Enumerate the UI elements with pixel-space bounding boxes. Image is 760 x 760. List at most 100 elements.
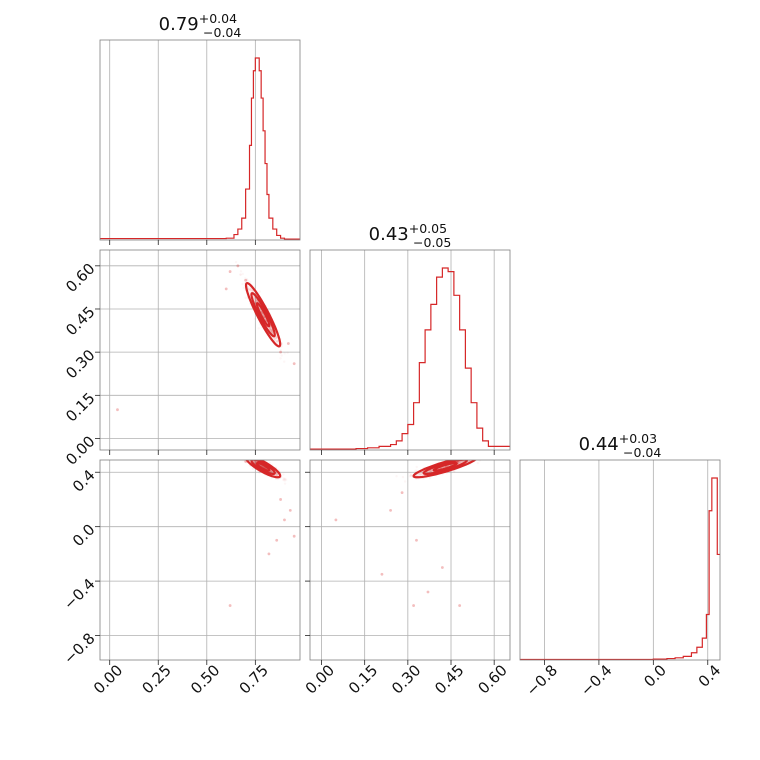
panel-2-1-sample-571 [475,457,477,459]
histogram-2-step [520,477,720,660]
panel-2-0-sample-766 [275,472,279,475]
panel-2-1-contour-1 [422,460,468,476]
panel-2-0-sample-248 [243,457,245,459]
panel-1-0-sample-42 [248,291,251,294]
hist-0-title: 0.79+0.04 −0.04 [159,11,242,40]
panel-2-1-sample-249 [408,475,412,478]
panel-1-0-sample-812 [275,336,278,339]
panel-1-0-sample-571 [277,329,281,333]
panel-2-0-sample-861 [247,453,249,455]
panel-2-1-sample-347 [485,455,487,457]
panel-2-1-sample-735 [475,457,477,459]
panel-2-0-sample-230 [252,467,255,471]
panel-1-0-sample-837 [270,328,273,332]
panel-2-0-sample-625 [269,470,273,474]
panel-2-1-sample-714 [430,469,434,472]
panel-2-1-plot-area [334,453,494,607]
panel-1-0-frame [99,249,301,451]
panel-2-1-sample-398 [492,454,494,456]
x-tick-label-2-0: −0.8 [523,661,561,699]
panel-2-0-sample-161 [251,455,253,457]
panel-2-1-sample-142 [474,457,476,459]
panel-2-1-sample-540 [420,472,423,476]
panel-1-0-sample-825 [249,289,252,292]
panel-1-0-sample-614 [275,339,278,342]
panel-2-1-outlier-3 [458,604,462,607]
panel-2-1-sample-387 [480,453,482,455]
panel-1-0-sample-716 [250,289,254,292]
panel-2-1-sample-824 [409,474,412,477]
panel-1-0-outlier-4 [286,342,290,345]
hist-2-title-median: 0.44 [579,434,619,455]
panel-2-0-sample-736 [236,456,238,458]
panel-1-0-sample-718 [241,272,244,276]
panel-1-0-sample-39 [273,337,276,340]
panel-2-0-sample-295 [253,456,255,458]
panel-2-1-sample-551 [479,455,481,457]
panel-1-0-sample-522 [257,327,260,330]
panel-2-1-contour-0 [432,461,458,472]
panel-2-1-outlier-8 [426,590,430,594]
panel-2-1-sample-751 [409,473,413,477]
panel-1-0-sample-667 [253,297,256,300]
panel-2-1-sample-743 [468,456,470,458]
x-tick-label-0-3: 0.75 [236,661,272,697]
panel-1-0-sample-327 [261,313,265,316]
panel-2-1-sample-211 [428,469,432,473]
panel-2-0-sample-146 [253,457,255,459]
panel-1-0-sample-701 [261,313,265,317]
panel-2-1-sample-71 [476,456,478,458]
panel-1-0-sample-444 [244,296,247,300]
hist-2-frame [519,459,721,661]
histogram-0-step [100,57,300,240]
panel-2-0-contour-0 [255,461,271,472]
panel-1-0-sample-425 [270,330,274,333]
hist-1-title-minus: −0.05 [413,235,451,250]
panel-2-1-sample-552 [478,460,481,462]
panel-2-1-sample-640 [460,457,462,459]
panel-2-1-sample-489 [469,457,471,459]
panel-2-0-sample-71 [256,457,258,459]
panel-2-0-outlier-3 [292,534,296,538]
panel-2-0-sample-373 [243,456,245,458]
y-tick-label-1-1: 0.15 [62,389,98,425]
panel-1-0-sample-822 [246,285,250,288]
panel-2-0-sample-748 [275,473,278,476]
panel-2-0-outlier-4 [267,552,271,556]
panel-2-1-sample-480 [449,456,451,458]
panel-2-1-sample-607 [418,472,421,476]
panel-2-0-sample-899 [250,456,252,458]
panel-2-1-sample-475 [464,457,466,459]
panel-2-1-sample-433 [457,460,460,464]
panel-1-0-sample-775 [275,340,278,343]
panel-1-0-sample-209 [275,339,279,343]
panel-2-1-sample-61 [478,453,480,455]
hist-0-title-minus: −0.04 [203,25,241,40]
panel-2-0-sample-154 [251,467,254,470]
panel-2-1-sample-55 [483,456,485,458]
x-tick-label-1-4: 0.60 [474,661,510,697]
panel-2-0-sample-383 [242,455,244,457]
y-tick-label-2-3: 0.4 [69,466,99,496]
panel-0-0: 0.79+0.04 −0.04 [99,11,301,241]
panel-2-1-sample-235 [429,469,432,473]
panel-1-0-sample-333 [270,329,273,332]
x-tick-label-2-3: 0.4 [695,661,725,691]
panel-2-1-sample-214 [467,453,469,455]
panel-2-0-frame [99,459,301,661]
panel-1-0-sample-386 [269,329,273,332]
panel-1-0-sample-814 [249,288,252,292]
panel-1-0-sample-595 [270,330,273,333]
panel-2-1-sample-746 [453,469,456,473]
panel-2-1-sample-382 [476,461,480,465]
panel-2-0-sample-716 [243,456,245,458]
panel-2-0-sample-532 [248,455,250,457]
panel-1-0-sample-244 [239,273,242,276]
panel-2-0-sample-181 [246,454,248,456]
panel-1-0-sample-224 [261,313,265,316]
panel-1-0-sample-171 [275,336,278,340]
panel-1-0-sample-96 [248,288,251,292]
panel-2-0-sample-778 [275,473,279,477]
panel-1-0-sample-708 [242,286,246,290]
panel-1-0 [99,249,301,451]
